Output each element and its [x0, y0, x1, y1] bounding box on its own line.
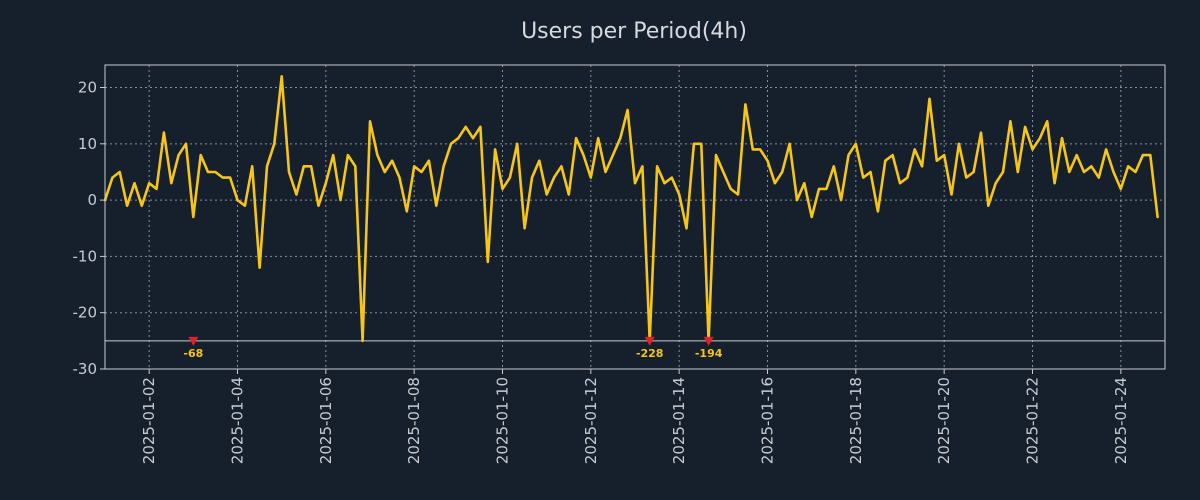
- x-tick-label: 2025-01-14: [670, 377, 688, 464]
- y-tick-label: -30: [73, 360, 98, 378]
- y-tick-label: 0: [87, 191, 97, 209]
- outlier-label: -68: [183, 347, 203, 360]
- outlier-marker: [703, 336, 714, 346]
- y-tick-label: -10: [73, 247, 98, 265]
- x-tick-label: 2025-01-16: [759, 377, 777, 464]
- x-tick-label: 2025-01-10: [494, 377, 512, 464]
- x-tick-label: 2025-01-22: [1024, 377, 1042, 464]
- outlier-marker: [188, 336, 199, 346]
- outlier-marker: [644, 336, 655, 346]
- x-tick-label: 2025-01-20: [935, 377, 953, 464]
- y-tick-label: 10: [78, 135, 97, 153]
- series-layer: [103, 75, 1159, 343]
- x-tick-label: 2025-01-12: [582, 377, 600, 464]
- x-tick-label: 2025-01-18: [847, 377, 865, 464]
- plot-frame: [104, 64, 1166, 370]
- grid-layer: [105, 65, 1165, 369]
- chart-title: Users per Period(4h): [521, 19, 747, 44]
- marker-layer: -68 -228 -194: [183, 336, 723, 360]
- x-tick-label: 2025-01-04: [229, 377, 247, 464]
- x-tick-label: 2025-01-24: [1112, 377, 1130, 464]
- y-tick-label: 20: [78, 79, 97, 97]
- x-tick-label: 2025-01-06: [317, 377, 335, 464]
- x-tick-label: 2025-01-02: [140, 377, 158, 464]
- y-tick-label: -20: [73, 304, 98, 322]
- outlier-label: -228: [636, 347, 664, 360]
- outlier-label: -194: [695, 347, 723, 360]
- axis-layer: 20 10 0 -10 -20 -30 2025-01-02 2025-01-04 2025-0…: [73, 79, 1130, 465]
- x-tick-label: 2025-01-08: [405, 377, 423, 464]
- series-line-users: [103, 75, 1159, 343]
